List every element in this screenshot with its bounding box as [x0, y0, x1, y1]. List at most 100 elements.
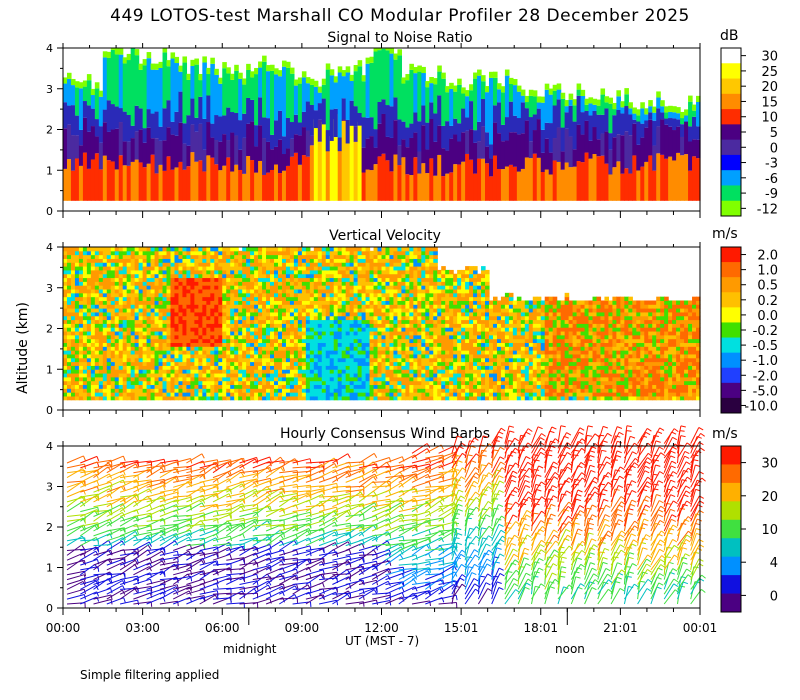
vv-cell: [122, 262, 128, 267]
vv-cell: [309, 277, 315, 282]
vv-cell: [110, 304, 116, 309]
vv-cell: [202, 300, 207, 305]
snr-cell: [266, 65, 271, 72]
vv-cell: [341, 254, 347, 259]
vv-cell: [285, 350, 291, 355]
snr-cell: [246, 63, 251, 70]
vv-cell: [353, 300, 359, 305]
vv-cell: [417, 384, 422, 389]
vv-cell: [477, 357, 482, 363]
vv-cell: [254, 376, 259, 382]
vv-cell: [477, 353, 482, 359]
vv-cell: [122, 369, 128, 374]
vv-cell: [94, 269, 100, 275]
vv-cell: [190, 346, 195, 351]
vv-cell: [274, 273, 279, 279]
snr-cell: [628, 108, 633, 115]
vv-cell: [333, 315, 339, 321]
vv-cell: [409, 304, 414, 309]
vv-cell: [313, 319, 319, 324]
vv-cell: [82, 254, 88, 259]
vv-cell: [174, 281, 180, 286]
vv-cell: [218, 384, 223, 389]
vv-cell: [262, 334, 267, 340]
vv-cell: [305, 266, 311, 271]
vv-cell: [309, 357, 315, 363]
vv-cell: [122, 258, 128, 263]
vv-cell: [329, 262, 335, 267]
vv-cell: [301, 296, 307, 301]
vv-cell: [333, 285, 339, 290]
vv-cell: [106, 285, 112, 290]
vv-cell: [465, 388, 470, 393]
vv-cell: [90, 304, 96, 309]
vv-cell: [417, 380, 422, 386]
vv-cell: [401, 262, 406, 267]
vv-cell: [337, 323, 343, 328]
snr-cell: [301, 111, 307, 128]
vv-cell: [393, 338, 399, 344]
vv-cell: [70, 247, 76, 252]
vv-cell: [453, 281, 458, 286]
snr-cell: [82, 117, 88, 153]
vv-cell: [397, 285, 403, 290]
vv-cell: [309, 254, 315, 259]
vv-cell: [461, 338, 466, 344]
vv-cell: [329, 327, 335, 332]
vv-cell: [114, 376, 120, 382]
vv-cell: [102, 319, 108, 324]
snr-cell: [540, 172, 546, 201]
vv-cell: [194, 247, 199, 252]
vv-cell: [289, 331, 295, 336]
vv-cell: [206, 296, 211, 301]
vv-cell: [250, 315, 255, 321]
vv-cell: [357, 365, 363, 370]
vv-cell: [266, 281, 271, 286]
vv-cell: [401, 350, 406, 355]
vv-cell: [313, 392, 319, 397]
snr-cell: [425, 173, 430, 201]
snr-cell: [628, 102, 633, 109]
vv-cell: [222, 300, 227, 305]
vv-cell: [445, 296, 450, 301]
vv-cell: [401, 285, 406, 290]
vv-cell: [274, 338, 279, 344]
vv-cell: [461, 289, 466, 294]
vv-cell: [94, 373, 100, 378]
vv-cell: [166, 373, 172, 378]
vv-cell: [266, 369, 271, 374]
vv-cell: [262, 327, 267, 332]
vv-cell: [150, 361, 156, 366]
vv-cell: [234, 346, 239, 351]
vv-cell: [321, 247, 327, 252]
vv-cell: [453, 273, 458, 279]
vv-cell: [270, 247, 275, 252]
vv-cell: [74, 315, 80, 321]
vv-cell: [289, 319, 295, 324]
vv-cell: [389, 262, 395, 267]
vv-cell: [226, 350, 231, 355]
vv-cell: [90, 258, 96, 263]
vv-cell: [349, 353, 355, 359]
vv-cell: [162, 361, 168, 366]
vv-cell: [281, 250, 287, 256]
snr-cell: [178, 65, 184, 72]
vv-cell: [361, 296, 367, 301]
vv-cell: [82, 327, 88, 332]
vv-cell: [277, 380, 283, 386]
vv-cell: [250, 369, 255, 374]
vv-cell: [369, 357, 375, 363]
vv-cell: [365, 334, 371, 340]
vv-cell: [94, 250, 100, 256]
vv-cell: [130, 331, 136, 336]
vv-cell: [166, 304, 172, 309]
vv-cell: [357, 395, 363, 401]
snr-cell: [552, 84, 558, 91]
vv-cell: [270, 281, 275, 286]
vv-cell: [389, 395, 395, 401]
vv-cell: [397, 388, 403, 393]
vv-cell: [321, 319, 327, 324]
vv-cell: [425, 388, 430, 393]
vv-cell: [393, 308, 399, 313]
vv-cell: [130, 376, 136, 382]
